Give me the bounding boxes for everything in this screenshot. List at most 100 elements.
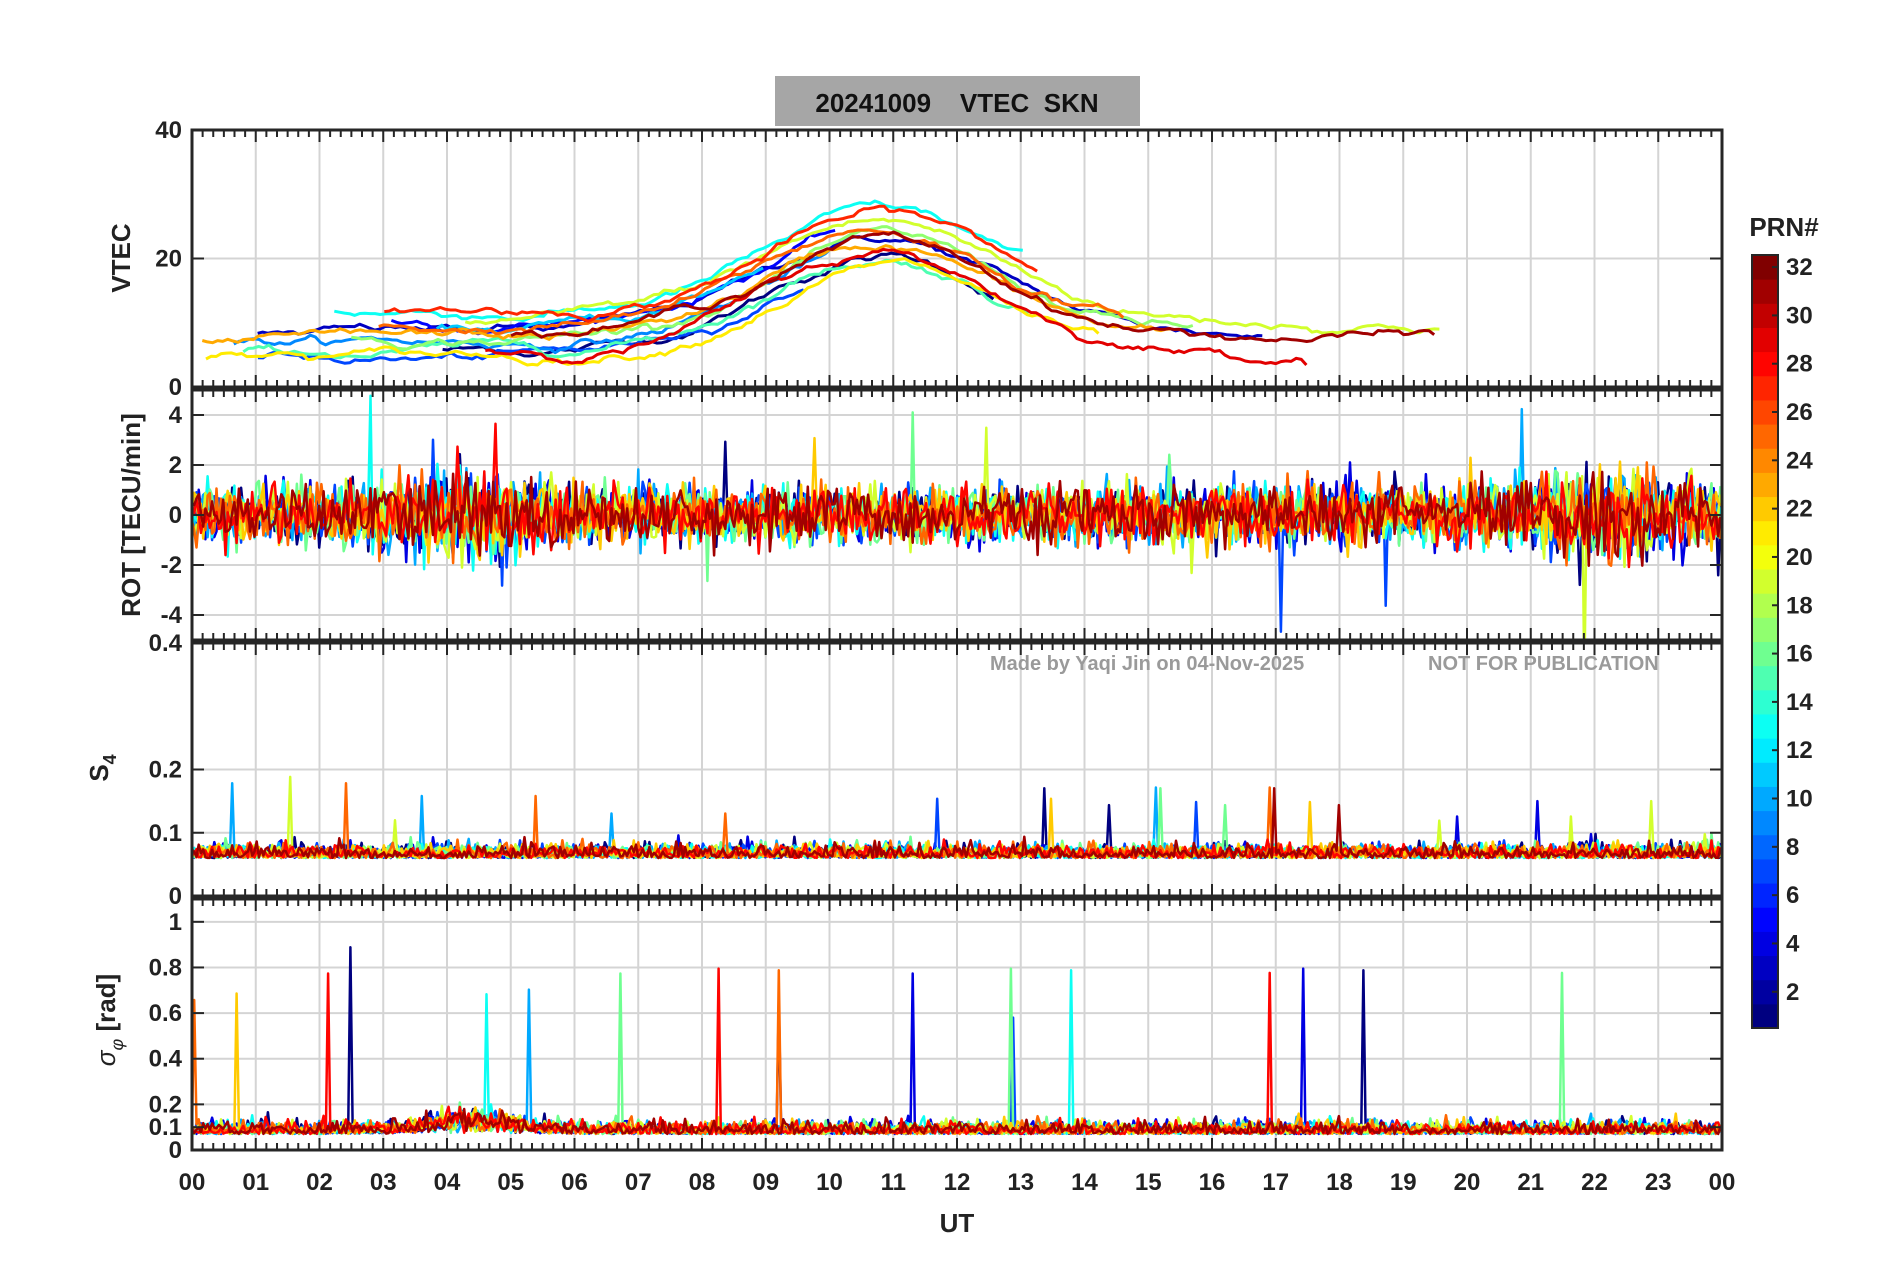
series-group bbox=[192, 946, 1722, 1136]
x-tick-label: 00 bbox=[179, 1169, 206, 1196]
y-tick-label: -4 bbox=[161, 602, 183, 629]
x-tick-label: 23 bbox=[1645, 1169, 1672, 1196]
y-tick-label: 0 bbox=[169, 1137, 182, 1164]
chart-title: 20241009 VTEC SKN bbox=[815, 88, 1098, 118]
y-tick-label: 2 bbox=[169, 452, 182, 479]
colorbar-segment bbox=[1752, 569, 1778, 594]
prn-series-line bbox=[192, 470, 1722, 567]
colorbar-tick-label: 6 bbox=[1786, 882, 1799, 909]
x-tick-label: 03 bbox=[370, 1169, 397, 1196]
colorbar-tick-label: 22 bbox=[1786, 496, 1813, 523]
x-tick-label: 22 bbox=[1581, 1169, 1608, 1196]
x-tick-labels: 00 01 02 03 04 05 06 07 08 09 10 11 12 13 14 15 16 17 18 19… bbox=[179, 1169, 1736, 1196]
colorbar-segment bbox=[1752, 327, 1778, 353]
y-tick-label: 0.2 bbox=[149, 757, 182, 784]
x-tick-label: 00 bbox=[1709, 1169, 1736, 1196]
colorbar-tick-label: 32 bbox=[1786, 254, 1813, 281]
y-tick-label: 1 bbox=[169, 909, 182, 936]
x-tick-label: 05 bbox=[497, 1169, 524, 1196]
x-tick-label: 07 bbox=[625, 1169, 652, 1196]
colorbar-frame bbox=[1751, 254, 1779, 1029]
colorbar-segment bbox=[1752, 1003, 1778, 1029]
y-tick-label: 0 bbox=[169, 883, 182, 910]
sigma-phi-ylabel: σφ [rad] bbox=[91, 974, 127, 1066]
y-tick-label: 0.4 bbox=[149, 1046, 183, 1073]
prn-series-line bbox=[384, 204, 1038, 323]
prn-series-line bbox=[242, 258, 1030, 360]
colorbar-segment bbox=[1752, 424, 1778, 449]
x-tick-label: 09 bbox=[752, 1169, 779, 1196]
sigma-phi-panel: 00.10.2 0.4 0.6 0.8 1 bbox=[149, 897, 1724, 1164]
x-tick-label: 18 bbox=[1326, 1169, 1353, 1196]
x-tick-label: 21 bbox=[1517, 1169, 1544, 1196]
prn-series-line bbox=[205, 257, 1100, 367]
prn-series-line bbox=[257, 288, 805, 365]
x-tick-label: 14 bbox=[1071, 1169, 1098, 1196]
colorbar-label: PRN# bbox=[1749, 212, 1819, 242]
colorbar-segment bbox=[1752, 279, 1778, 304]
y-tick-label: 20 bbox=[155, 246, 182, 273]
colorbar-tick-label: 14 bbox=[1786, 689, 1813, 716]
colorbar-segment bbox=[1752, 713, 1778, 739]
watermark-made-by: Made by Yaqi Jin on 04-Nov-2025 bbox=[990, 653, 1304, 675]
colorbar-segment bbox=[1752, 907, 1778, 932]
colorbar-tick-label: 2 bbox=[1786, 979, 1799, 1006]
prn-series-line bbox=[485, 247, 1308, 367]
x-tick-label: 06 bbox=[561, 1169, 588, 1196]
rot-ylabel: ROT [TECU/min] bbox=[116, 413, 146, 617]
x-tick-label: 12 bbox=[944, 1169, 971, 1196]
colorbar-segment bbox=[1752, 472, 1778, 498]
colorbar-segment bbox=[1752, 810, 1778, 836]
title-box bbox=[775, 76, 1140, 126]
prn-series-line bbox=[510, 230, 1436, 343]
colorbar-tick-label: 20 bbox=[1786, 544, 1813, 571]
series-group bbox=[201, 199, 1440, 367]
y-tick-label: 0 bbox=[169, 374, 182, 401]
x-tick-label: 01 bbox=[242, 1169, 269, 1196]
y-tick-label: 0.4 bbox=[149, 630, 183, 657]
y-tick-label: 0.1 bbox=[149, 1114, 182, 1141]
x-tick-label: 15 bbox=[1135, 1169, 1162, 1196]
colorbar-segment bbox=[1752, 955, 1778, 981]
s4-panel: 0 0.1 0.2 0.4 bbox=[149, 630, 1724, 910]
x-tick-label: 20 bbox=[1454, 1169, 1481, 1196]
y-tick-label: 0.2 bbox=[149, 1091, 182, 1118]
prn-series-line bbox=[464, 217, 1440, 335]
vtec-panel: 0 20 40 bbox=[155, 117, 1724, 401]
prn-series-line bbox=[192, 1107, 1722, 1136]
y-tick-label: 0 bbox=[169, 502, 182, 529]
watermark-notice: NOT FOR PUBLICATION bbox=[1428, 653, 1659, 675]
colorbar-segment bbox=[1752, 858, 1778, 884]
x-tick-label: 13 bbox=[1007, 1169, 1034, 1196]
x-tick-label: 10 bbox=[816, 1169, 843, 1196]
colorbar-segment bbox=[1752, 375, 1778, 401]
x-tick-label: 19 bbox=[1390, 1169, 1417, 1196]
colorbar-segment bbox=[1752, 665, 1778, 691]
rot-panel: -4 -2 0 2 4 bbox=[161, 388, 1724, 642]
colorbar-tick-label: 26 bbox=[1786, 399, 1813, 426]
prn-series-line bbox=[192, 967, 1722, 1136]
colorbar-segment bbox=[1752, 617, 1778, 642]
x-tick-label: 16 bbox=[1199, 1169, 1226, 1196]
vtec-ylabel: VTEC bbox=[106, 223, 136, 293]
x-tick-label: 11 bbox=[881, 1169, 906, 1196]
s4-ylabel: S4 bbox=[84, 754, 120, 781]
colorbar-tick-label: 28 bbox=[1786, 351, 1813, 378]
y-tick-label: 4 bbox=[169, 402, 183, 429]
series-group bbox=[192, 775, 1722, 860]
y-tick-label: 40 bbox=[155, 117, 182, 144]
colorbar-segment bbox=[1752, 762, 1778, 787]
colorbar-tick-label: 8 bbox=[1786, 834, 1799, 861]
series-group bbox=[192, 394, 1722, 640]
y-tick-label: -2 bbox=[161, 552, 182, 579]
x-tick-label: 02 bbox=[306, 1169, 333, 1196]
prn-series-line bbox=[378, 228, 1125, 336]
colorbar-tick-label: 16 bbox=[1786, 641, 1813, 668]
x-tick-label: 04 bbox=[434, 1169, 461, 1196]
x-tick-label: 08 bbox=[689, 1169, 716, 1196]
colorbar-tick-label: 30 bbox=[1786, 302, 1813, 329]
colorbar-tick-label: 10 bbox=[1786, 786, 1813, 813]
colorbar-tick-label: 12 bbox=[1786, 737, 1813, 764]
